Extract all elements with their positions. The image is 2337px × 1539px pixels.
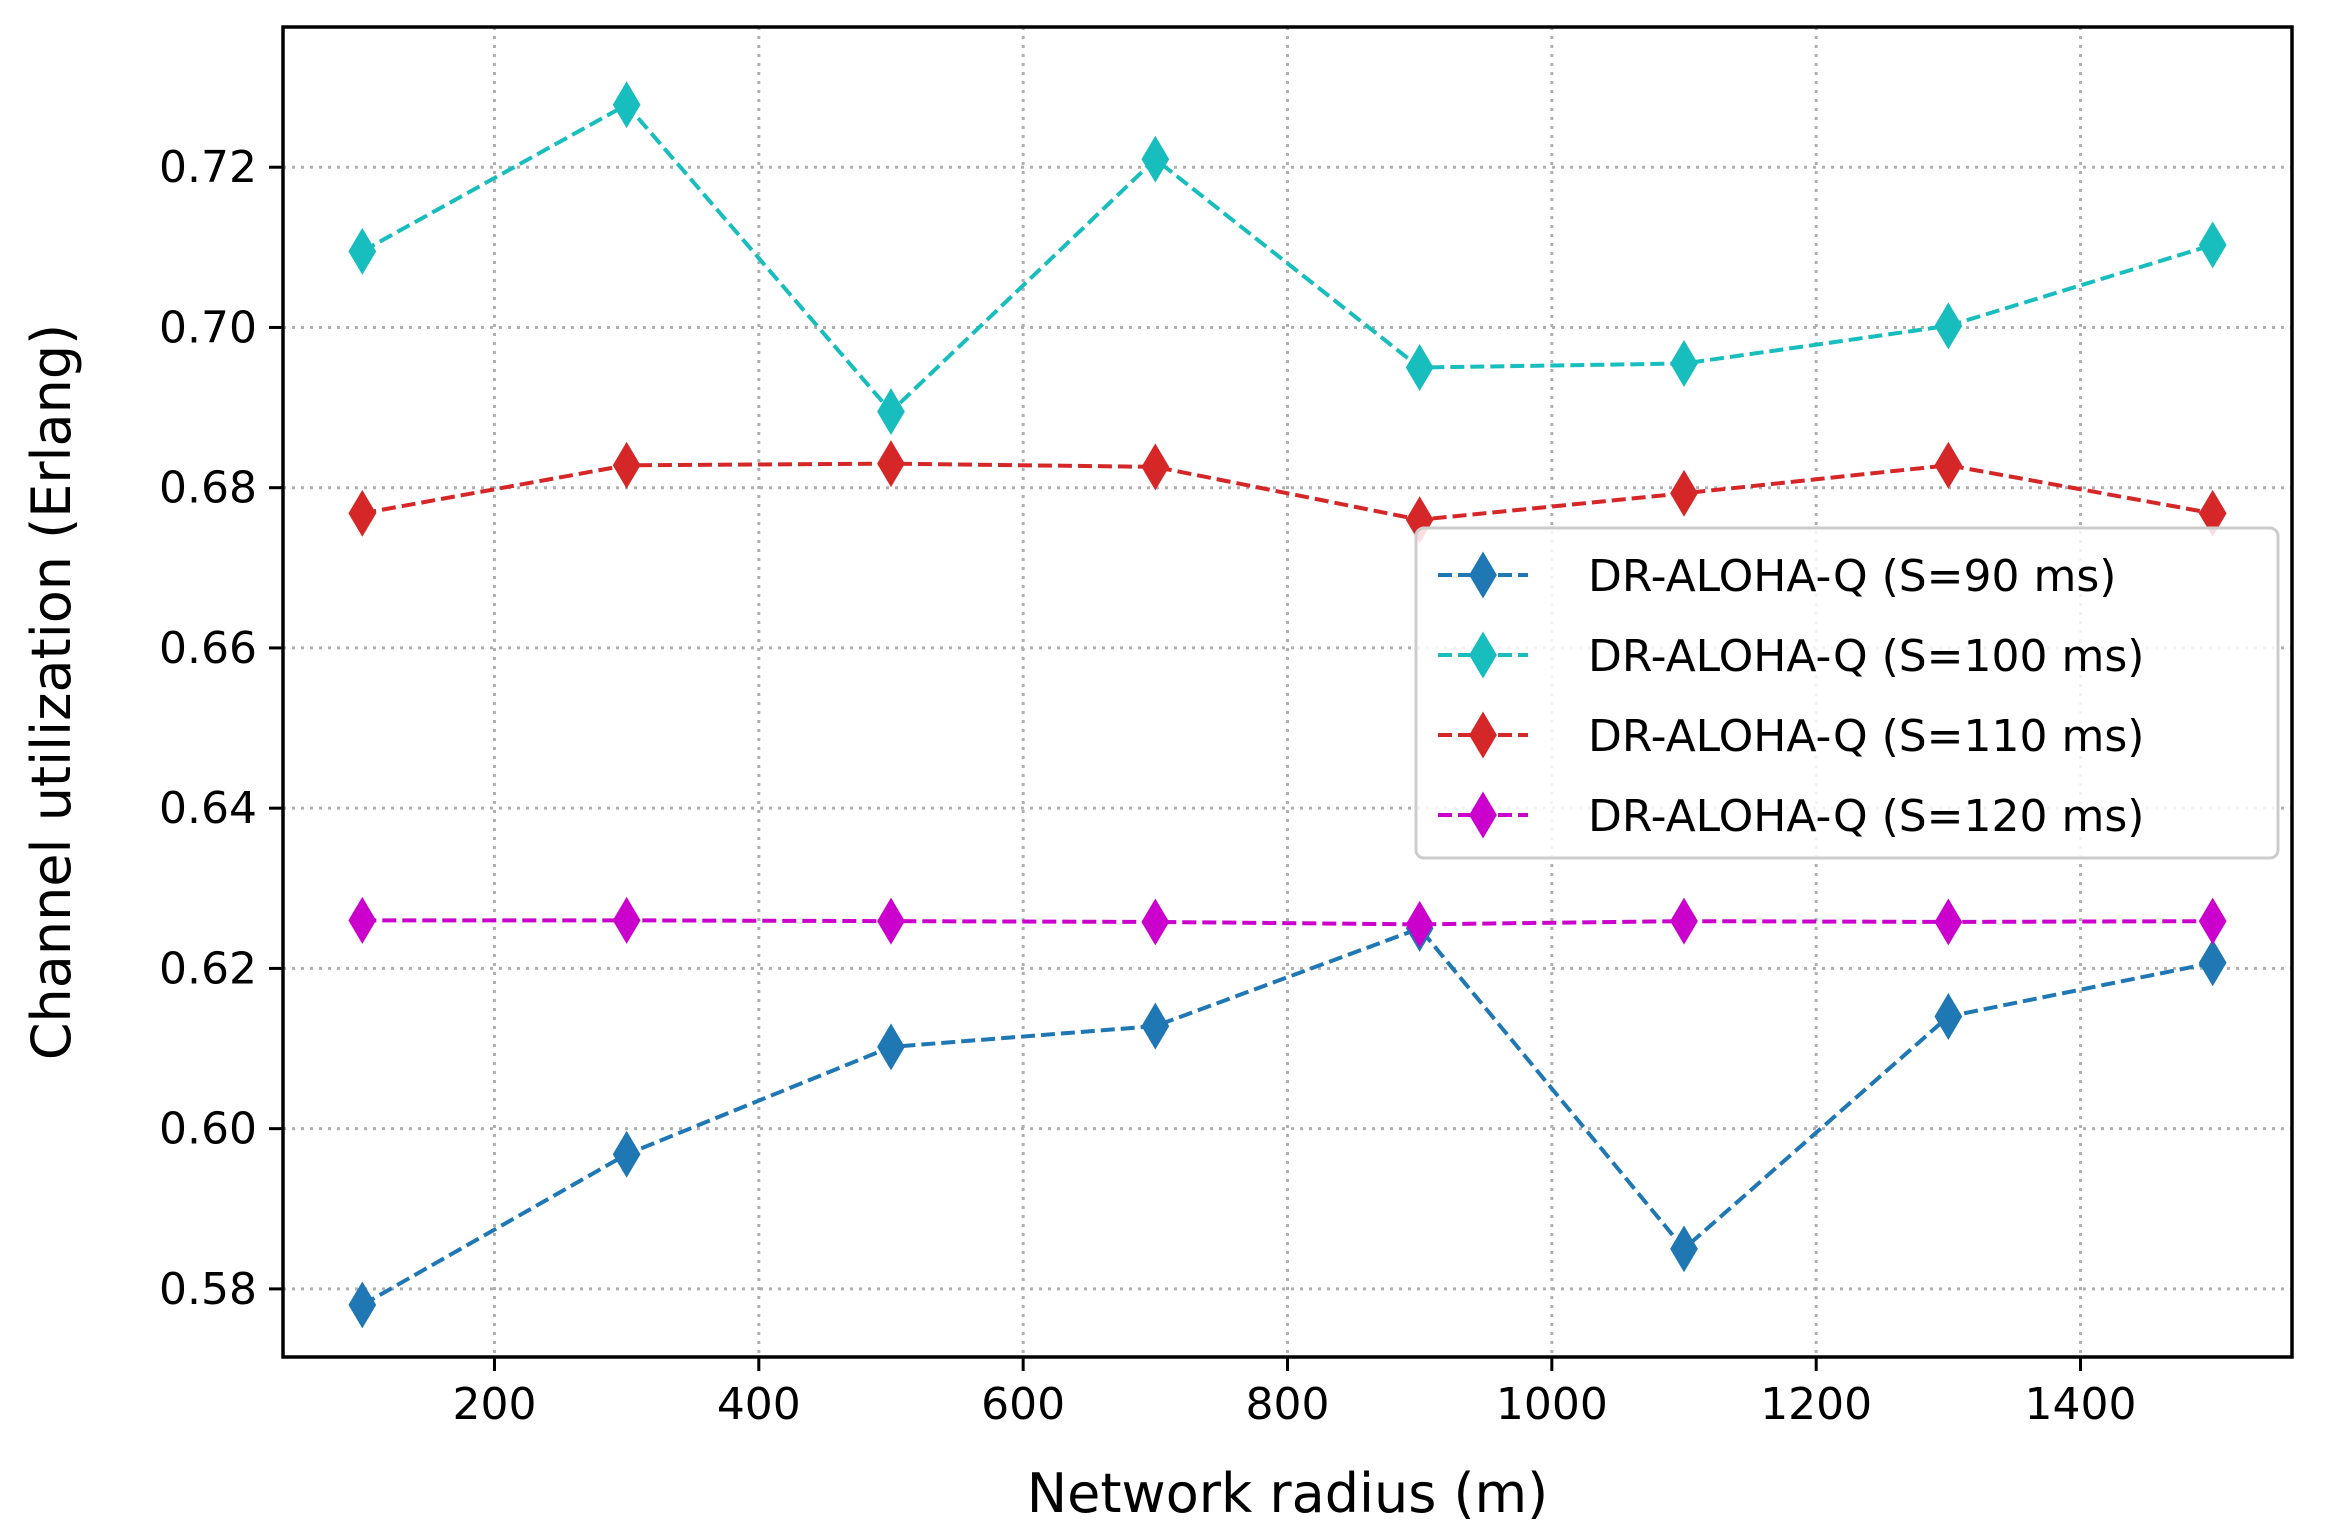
x-tick-label: 1400 [2025,1379,2137,1430]
series-line [361,461,2214,522]
legend-item: DR-ALOHA-Q (S=90 ms) [1438,551,2116,602]
data-point [348,489,377,537]
data-point [877,1023,905,1071]
data-point [612,896,641,944]
y-tick-label: 0.60 [159,1104,257,1155]
data-point [348,1281,377,1329]
data-point [2198,897,2227,945]
data-point [877,897,905,945]
x-axis-ticks: 200 400 600 800 1000 1200 1400 [452,1357,2137,1430]
data-point [1934,993,1963,1040]
data-point [1934,302,1963,350]
legend-marker [1469,631,1497,679]
y-axis-ticks: 0.58 0.60 0.62 0.64 0.66 0.68 0.70 0.72 [159,142,283,1315]
legend-item: DR-ALOHA-Q (S=100 ms) [1438,631,2144,682]
data-point [1934,441,1963,489]
legend-item: DR-ALOHA-Q (S=110 ms) [1438,711,2144,762]
data-point [612,81,641,129]
y-tick-label: 0.58 [159,1264,257,1315]
legend-marker [1469,551,1497,599]
data-point [1934,898,1963,946]
x-axis-label: Network radius (m) [1027,1462,1548,1525]
legend-box [1414,526,2280,860]
data-point [1405,344,1434,391]
y-tick-label: 0.66 [159,623,257,674]
series-line [362,918,2213,927]
legend-marker [1469,791,1497,839]
legend-label: DR-ALOHA-Q (S=120 ms) [1588,791,2144,842]
data-point [1670,340,1698,387]
x-tick-label: 600 [981,1379,1065,1430]
series-line [361,102,2214,415]
data-point [612,441,641,489]
data-point [2198,221,2227,269]
data-point [1670,1225,1698,1273]
y-tick-label: 0.68 [159,463,257,514]
legend-marker [1469,711,1497,759]
data-point [2198,939,2227,987]
data-point [1141,1002,1170,1050]
data-point [877,388,905,436]
legend-label: DR-ALOHA-Q (S=90 ms) [1588,551,2116,602]
series-layer [348,81,2227,1329]
legend-label: DR-ALOHA-Q (S=110 ms) [1588,711,2144,762]
x-tick-label: 800 [1246,1379,1330,1430]
data-point [877,440,905,488]
data-point [1141,135,1170,183]
series-line [361,925,2214,1307]
series-2 [348,81,2227,436]
data-point [612,1130,641,1178]
y-tick-label: 0.62 [159,943,257,994]
data-point [1141,443,1170,491]
series-4 [348,896,2227,948]
data-point [1405,900,1434,948]
legend: DR-ALOHA-Q (S=90 ms) DR-ALOHA-Q (S=100 ms… [1414,526,2280,860]
y-axis-label: Channel utilization (Erlang) [20,324,83,1060]
data-point [348,896,377,944]
x-tick-label: 400 [717,1379,801,1430]
series-3 [348,440,2227,544]
x-tick-label: 200 [452,1379,536,1430]
y-tick-label: 0.64 [159,783,257,834]
data-point [1670,469,1698,517]
x-tick-label: 1000 [1496,1379,1608,1430]
y-tick-label: 0.72 [159,142,257,193]
legend-item: DR-ALOHA-Q (S=120 ms) [1438,791,2144,842]
data-point [348,227,377,275]
legend-label: DR-ALOHA-Q (S=100 ms) [1588,631,2144,682]
data-point [1670,897,1698,945]
y-tick-label: 0.70 [159,302,257,353]
x-tick-label: 1200 [1760,1379,1872,1430]
data-point [1141,898,1170,946]
